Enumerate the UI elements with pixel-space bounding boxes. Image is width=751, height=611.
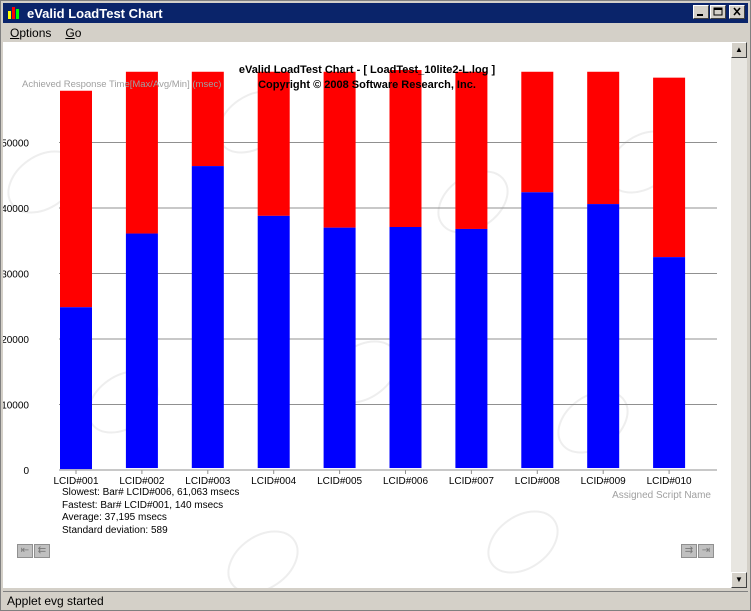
stat-fastest: Fastest: Bar# LCID#001, 140 msecs (62, 499, 224, 511)
watermark-swirl (227, 530, 299, 588)
bar-max-segment (653, 77, 686, 258)
close-button[interactable] (729, 5, 745, 19)
menu-options-mnemonic: O (10, 26, 20, 40)
menu-bar: Options Go (3, 24, 748, 42)
bar-avg-segment (389, 226, 422, 469)
y-tick-label: 0 (23, 466, 29, 477)
maximize-button[interactable] (710, 5, 726, 19)
bar-avg-segment (191, 166, 224, 469)
nav-forward-group: ⇉ ⇥ (681, 544, 714, 558)
last-page-button[interactable]: ⇥ (698, 544, 714, 558)
bar-max-segment (455, 71, 488, 229)
bar-avg-segment (653, 257, 686, 469)
scroll-down-button[interactable]: ▼ (731, 572, 747, 588)
bars (60, 70, 686, 470)
bar-avg-segment (257, 215, 290, 469)
bar-avg-segment (587, 204, 620, 469)
menu-go-mnemonic: G (65, 26, 75, 40)
double-arrow-left-icon: ⇇ (37, 545, 47, 556)
bar-avg-segment (125, 233, 158, 469)
arrow-right-bar-icon: ⇥ (701, 545, 711, 556)
maximize-icon (713, 7, 723, 16)
bar-avg-segment (323, 227, 356, 469)
x-tick-label: LCID#006 (383, 476, 428, 487)
y-axis-label: Achieved Response Time[Max/Avg/Min] (mse… (22, 79, 221, 90)
bar-max-segment (60, 90, 92, 308)
double-arrow-right-icon: ⇉ (684, 545, 694, 556)
x-ticks: LCID#001 LCID#002 LCID#003 LCID#004 LCID#005… (53, 470, 692, 487)
menu-go-label: o (74, 26, 82, 40)
x-tick-label: LCID#004 (251, 476, 296, 487)
y-tick-label: 50000 (3, 139, 29, 150)
x-tick-label: LCID#008 (515, 476, 560, 487)
bar-avg-segment (455, 228, 488, 469)
nav-back-group: ⇤ ⇇ (17, 544, 50, 558)
status-text: Applet evg started (7, 594, 104, 608)
y-tick-label: 20000 (3, 335, 29, 346)
bar-avg-segment (521, 192, 554, 469)
chart-title: eValid LoadTest Chart - [ LoadTest_10lit… (239, 64, 496, 76)
x-tick-label: LCID#009 (581, 476, 626, 487)
first-page-button[interactable]: ⇤ (17, 544, 33, 558)
chart-app-icon (7, 6, 21, 20)
x-tick-label: LCID#001 (53, 476, 98, 487)
bar-max-segment (521, 71, 554, 193)
x-axis-label: Assigned Script Name (612, 490, 711, 501)
y-tick-label: 30000 (3, 270, 29, 281)
x-tick-label: LCID#005 (317, 476, 362, 487)
stat-slowest: Slowest: Bar# LCID#006, 61,063 msecs (62, 487, 240, 498)
next-page-button[interactable]: ⇉ (681, 544, 697, 558)
x-tick-label: LCID#007 (449, 476, 494, 487)
scroll-down-icon: ▼ (735, 575, 743, 584)
chart-subtitle: Copyright © 2008 Software Research, Inc. (258, 79, 476, 91)
bar-max-segment (389, 70, 422, 227)
bar-max-segment (323, 71, 356, 228)
x-tick-label: LCID#003 (185, 476, 230, 487)
y-tick-label: 40000 (3, 204, 29, 215)
status-bar: Applet evg started (3, 591, 748, 610)
bar-avg-segment (60, 307, 92, 470)
scroll-up-icon: ▲ (735, 45, 743, 54)
watermark-swirl (487, 510, 559, 574)
window-title: eValid LoadTest Chart (27, 5, 163, 21)
stat-stddev: Standard deviation: 589 (62, 524, 168, 536)
stat-average: Average: 37,195 msecs (62, 512, 167, 523)
x-tick-label: LCID#010 (647, 476, 692, 487)
bar-max-segment (125, 71, 158, 234)
bar-max-segment (257, 71, 290, 216)
statistics-panel: Slowest: Bar# LCID#006, 61,063 msecs Fas… (62, 487, 239, 537)
y-tick-label: 10000 (3, 401, 29, 412)
title-bar[interactable]: eValid LoadTest Chart (3, 3, 748, 23)
minimize-icon (697, 14, 703, 16)
bar-max-segment (587, 71, 620, 205)
y-ticks: 0 10000 20000 30000 40000 50000 (3, 139, 29, 478)
previous-page-button[interactable]: ⇇ (34, 544, 50, 558)
vertical-scrollbar[interactable]: ▲ ▼ (731, 42, 747, 588)
scroll-up-button[interactable]: ▲ (731, 42, 747, 58)
arrow-left-bar-icon: ⇤ (20, 545, 30, 556)
chart-canvas: 0 10000 20000 30000 40000 50000 LCID#001 LCID#… (3, 42, 731, 588)
menu-options-label: ptions (19, 26, 52, 40)
minimize-button[interactable] (693, 5, 709, 19)
menu-go[interactable]: Go (58, 26, 88, 40)
x-tick-label: LCID#002 (119, 476, 164, 487)
menu-options[interactable]: Options (3, 26, 58, 40)
close-icon (733, 7, 741, 16)
bar-max-segment (191, 71, 224, 167)
